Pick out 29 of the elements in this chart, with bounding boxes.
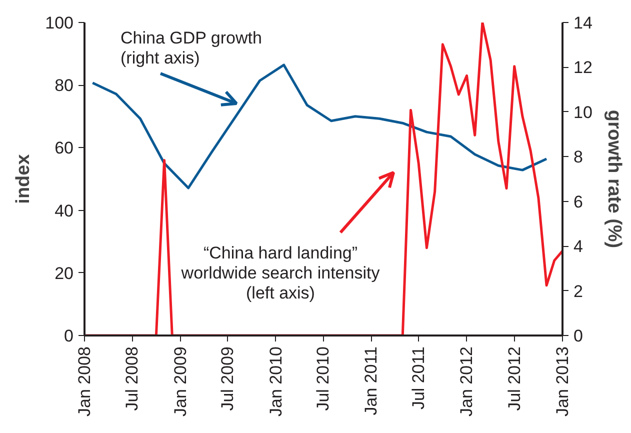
annotation: “China hard landing” worldwide search intensity (left axis) xyxy=(180,244,380,302)
y2-tick-label: 12 xyxy=(574,58,592,78)
y-tick-label: 80 xyxy=(54,76,74,96)
x-tick-label: Jul 2012 xyxy=(504,346,524,411)
y2-axis-title: growth rate (%) xyxy=(603,110,624,248)
y-tick-label: 0 xyxy=(64,326,74,346)
x-tick-label: Jan 2008 xyxy=(75,346,94,416)
x-tick-label: Jan 2013 xyxy=(553,346,572,416)
y2-tick-label: 8 xyxy=(574,148,583,167)
y2-tick-label: 0 xyxy=(574,326,583,346)
x-tick-label: Jan 2012 xyxy=(457,346,476,416)
y-tick-label: 100 xyxy=(45,14,74,32)
x-tick-label: Jul 2009 xyxy=(218,346,238,411)
y-tick-label: 20 xyxy=(54,264,74,283)
y-tick-label: 60 xyxy=(54,138,74,158)
x-tick-label: Jan 2009 xyxy=(170,346,190,416)
y2-tick-label: 10 xyxy=(574,102,592,122)
annotation: China GDP growth (right axis) xyxy=(120,28,262,68)
y2-tick-label: 2 xyxy=(574,282,583,301)
x-tick-label: Jan 2010 xyxy=(266,346,286,416)
x-tick-label: Jul 2010 xyxy=(314,346,333,411)
y-axis-title: index xyxy=(13,154,34,204)
y2-tick-label: 14 xyxy=(574,14,592,32)
y2-tick-label: 6 xyxy=(574,192,583,212)
x-tick-label: Jan 2011 xyxy=(362,346,381,416)
y-tick-label: 40 xyxy=(54,201,74,220)
y2-tick-label: 4 xyxy=(574,237,583,256)
x-tick-label: Jul 2008 xyxy=(122,346,142,411)
x-tick-label: Jul 2011 xyxy=(409,346,428,410)
